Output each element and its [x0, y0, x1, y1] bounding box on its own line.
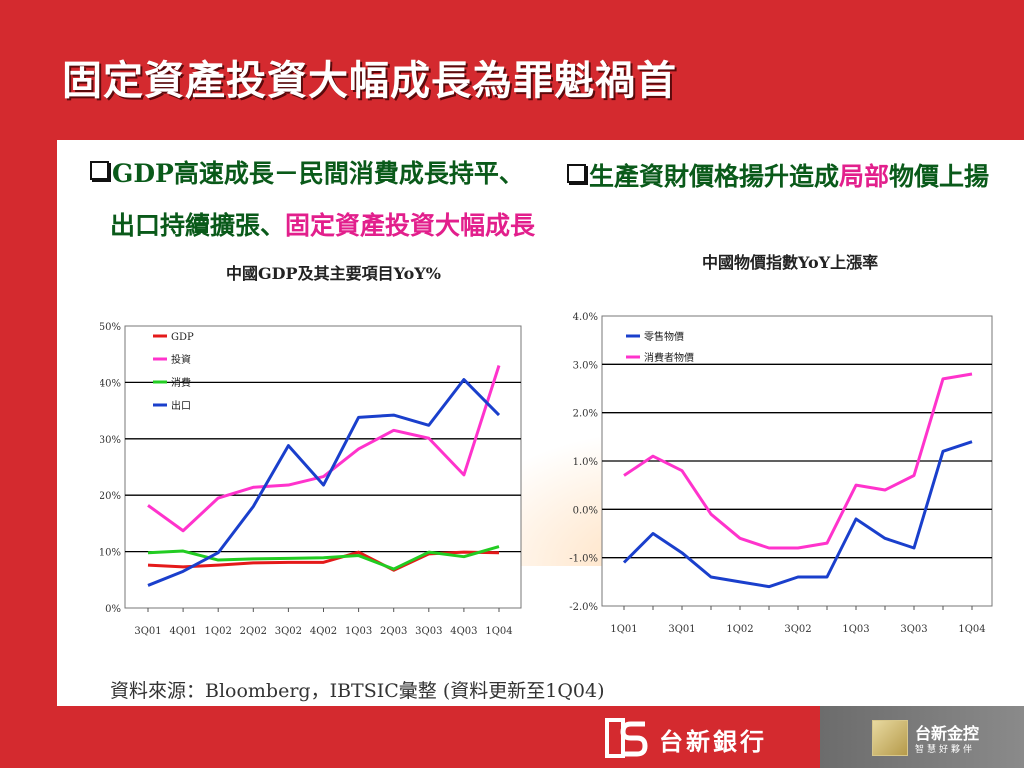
- series-line-消費: [147, 545, 500, 571]
- series-line-零售物價: [622, 440, 973, 589]
- series-line-消費者物價: [623, 372, 973, 550]
- y-tick-label: 1.0%: [573, 457, 598, 468]
- slide-title: 固定資產投資大幅成長為罪魁禍首: [62, 58, 677, 104]
- y-tick-label: 2.0%: [573, 409, 598, 420]
- series-line-出口: [147, 378, 501, 587]
- y-tick-label: 0.0%: [573, 505, 598, 516]
- y-tick-label: 50%: [100, 322, 121, 333]
- x-tick-label: 3Q01: [668, 624, 695, 635]
- x-tick-label: 3Q03: [415, 626, 442, 637]
- holding-badge: [820, 706, 1024, 768]
- x-tick-label: 2Q02: [240, 626, 267, 637]
- y-tick-label: 40%: [100, 378, 121, 389]
- x-tick-label: 1Q02: [205, 626, 232, 637]
- right-heading-a: 生產資財價格揚升造成: [589, 162, 840, 191]
- x-tick-label: 4Q02: [310, 626, 337, 637]
- left-heading-line1: GDP高速成長－民間消費成長持平、: [90, 154, 524, 190]
- x-tick-label: 3Q01: [134, 626, 161, 637]
- legend-label: 消費者物價: [644, 351, 694, 364]
- series-line-投資: [147, 365, 501, 533]
- x-tick-label: 3Q02: [275, 626, 302, 637]
- right-heading-b: 局部: [839, 162, 890, 191]
- x-tick-label: 4Q03: [450, 626, 477, 637]
- x-tick-label: 4Q01: [169, 626, 196, 637]
- x-tick-label: 1Q01: [610, 624, 637, 635]
- x-tick-label: 1Q03: [345, 626, 372, 637]
- y-tick-label: 3.0%: [573, 360, 598, 371]
- taishin-logo-icon: [605, 718, 648, 758]
- left-heading-line2-b: 固定資產投資大幅成長: [285, 211, 536, 240]
- x-tick-label: 2Q03: [380, 626, 407, 637]
- chart2-title: 中國物價指數YoY上漲率: [702, 253, 879, 272]
- checkbox-bullet-icon: [567, 164, 586, 183]
- legend-label: GDP: [171, 332, 194, 343]
- price-chart: -2.0% -1.0% 0.0% 1.0% 2.0% 3.0% 4.0% 1Q01 3Q01 1Q…: [569, 312, 993, 635]
- right-heading-c: 物價上揚: [889, 162, 990, 191]
- checkbox-bullet-icon: [90, 161, 109, 180]
- y-tick-label: 0%: [105, 604, 121, 615]
- left-heading-line2: 出口持續擴張、固定資產投資大幅成長: [110, 206, 535, 242]
- y-tick-label: -1.0%: [569, 554, 598, 565]
- source-note: 資料來源：Bloomberg，IBTSIC彙整 (資料更新至1Q04): [110, 680, 605, 702]
- legend-label: 投資: [171, 353, 191, 366]
- left-heading-line2-a: 出口持續擴張、: [110, 211, 286, 240]
- x-tick-label: 1Q02: [726, 624, 753, 635]
- gdp-chart: 0% 10% 20% 30% 40% 50% 3Q01 4Q01 1Q02 2Q02 3Q02 4Q0…: [100, 322, 522, 637]
- y-tick-label: 30%: [100, 435, 121, 446]
- x-tick-label: 3Q02: [784, 624, 811, 635]
- left-heading-line1-text: GDP高速成長－民間消費成長持平、: [112, 159, 524, 188]
- holding-slogan: 智慧好夥伴: [915, 745, 976, 755]
- y-tick-label: 4.0%: [573, 312, 598, 323]
- x-tick-label: 1Q03: [842, 624, 869, 635]
- holding-name: 台新金控: [915, 724, 980, 743]
- bank-name: 台新銀行: [659, 728, 767, 756]
- chart1-title: 中國GDP及其主要項目YoY%: [226, 264, 441, 283]
- x-tick-label: 3Q03: [900, 624, 927, 635]
- right-heading: 生產資財價格揚升造成局部物價上揚: [567, 157, 989, 193]
- x-tick-label: 1Q04: [485, 626, 512, 637]
- legend-label: 出口: [171, 399, 191, 412]
- x-tick-label: 1Q04: [958, 624, 985, 635]
- y-tick-label: -2.0%: [569, 602, 598, 613]
- legend-label: 消費: [171, 376, 191, 389]
- legend-label: 零售物價: [644, 330, 684, 343]
- holding-logo-icon: [872, 720, 908, 756]
- y-tick-label: 20%: [100, 491, 121, 502]
- y-tick-label: 10%: [100, 548, 121, 559]
